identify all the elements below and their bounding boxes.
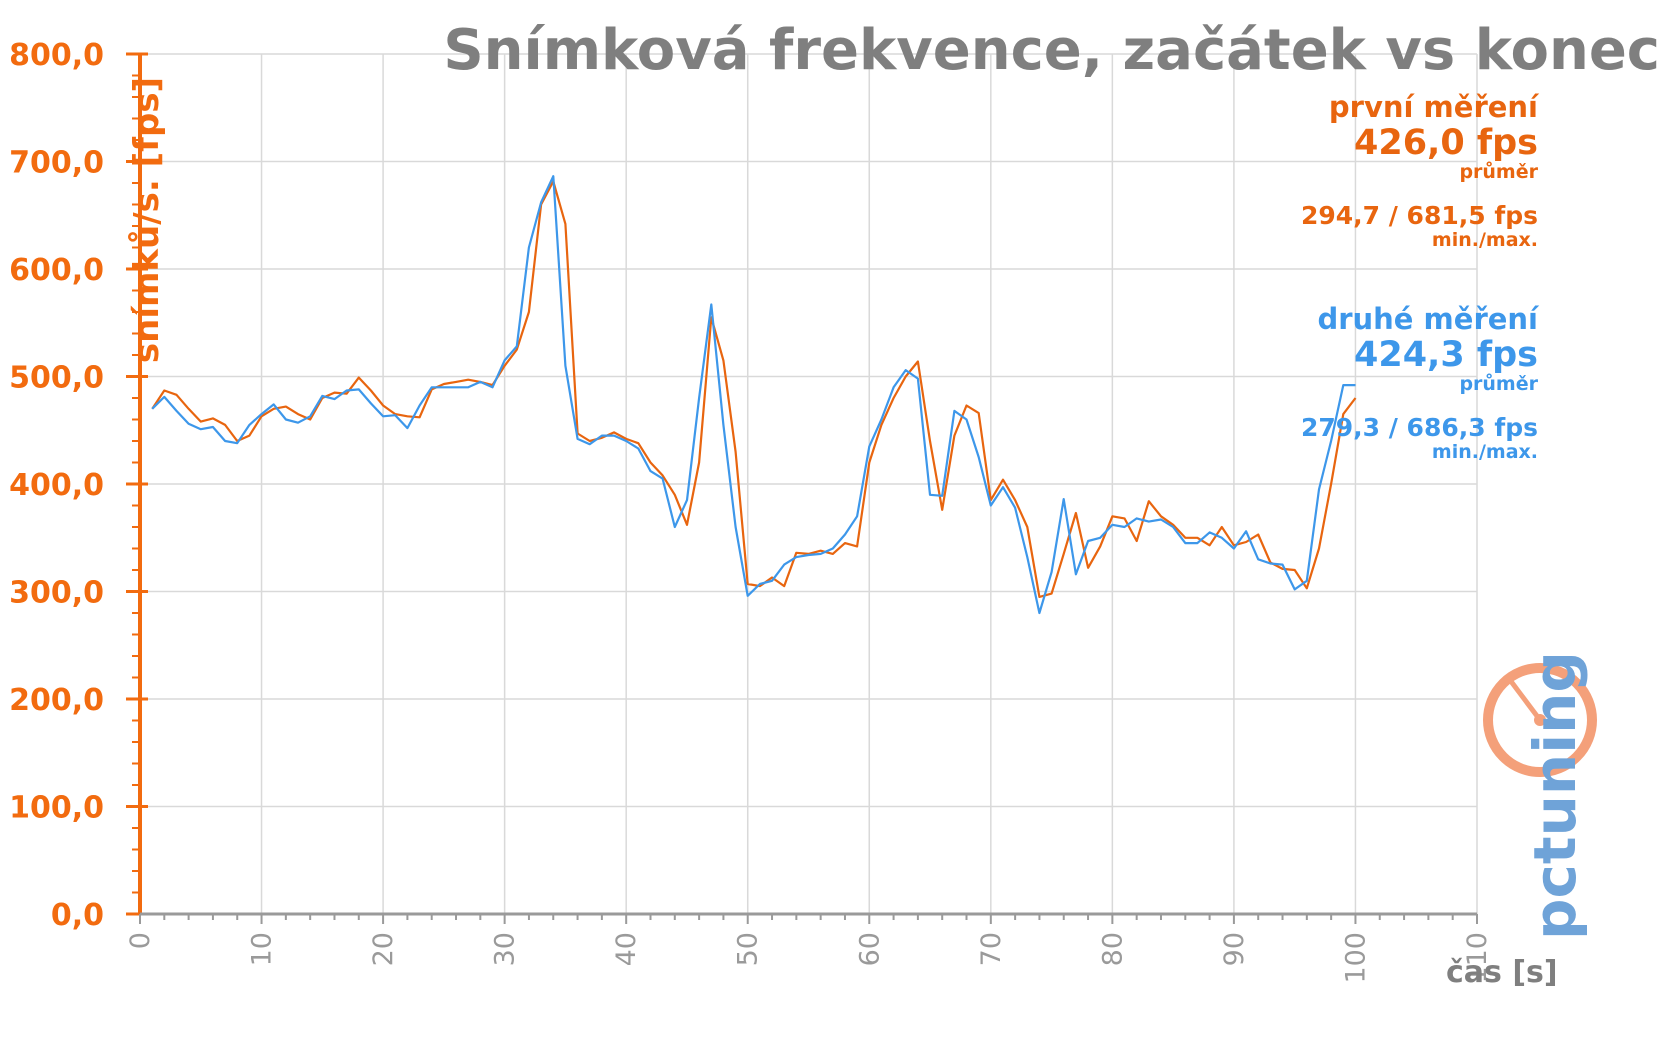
- x-tick-label: 20: [368, 932, 399, 966]
- stats-first: první měření 426,0 fps průměr 294,7 / 68…: [1301, 90, 1538, 250]
- x-tick-label: 40: [611, 932, 642, 966]
- y-tick-label: 0,0: [51, 898, 104, 933]
- stats-first-avg-label: průměr: [1459, 161, 1538, 183]
- stats-first-minmax: 294,7 / 681,5 fps: [1300, 201, 1538, 230]
- y-tick-label: 300,0: [9, 576, 104, 611]
- stats-second-minmax-label: min./max.: [1431, 441, 1538, 463]
- y-tick-label: 400,0: [9, 468, 104, 503]
- x-tick-label: 90: [1219, 932, 1250, 966]
- stats-first-minmax-label: min./max.: [1431, 229, 1538, 251]
- x-tick-label: 60: [854, 932, 885, 966]
- logo-text: pctuning: [1521, 651, 1589, 940]
- logo-hub-icon: [1534, 714, 1546, 726]
- x-tick-label: 0: [125, 932, 156, 949]
- logo-needle-icon: [1508, 678, 1542, 722]
- stats-second-avg: 424,3 fps: [1353, 335, 1538, 375]
- y-tick-label: 800,0: [9, 38, 104, 73]
- grid: [140, 53, 1478, 914]
- stats-second-minmax: 279,3 / 686,3 fps: [1300, 413, 1538, 442]
- y-tick-label: 500,0: [9, 361, 104, 396]
- y-tick-label: 600,0: [9, 253, 104, 288]
- series-line-second: [151, 175, 1356, 615]
- y-tick-label: 700,0: [9, 146, 104, 181]
- y-tick-label: 200,0: [9, 683, 104, 718]
- stats-first-name: první měření: [1328, 90, 1538, 124]
- stats-second-name: druhé měření: [1317, 302, 1538, 336]
- pctuning-logo: pctuning: [1483, 651, 1597, 940]
- chart-title: Snímková frekvence, začátek vs konec: [443, 18, 1660, 83]
- y-axis-label: snímků/s. [fps]: [127, 76, 167, 364]
- x-tick-label: 80: [1097, 932, 1128, 966]
- series-group: [151, 175, 1357, 615]
- stats-second: druhé měření 424,3 fps průměr 279,3 / 68…: [1301, 302, 1538, 462]
- x-axis: 0 10 20 30 40 50 60 70 80 90 100 110: [125, 912, 1493, 984]
- x-tick-label: 100: [1340, 932, 1371, 984]
- stats-second-avg-label: průměr: [1459, 373, 1538, 395]
- x-tick-label: 10: [247, 932, 278, 966]
- y-tick-label: 100,0: [9, 791, 104, 826]
- x-tick-label: 30: [490, 932, 521, 966]
- stats-first-avg: 426,0 fps: [1353, 123, 1538, 163]
- x-tick-label: 110: [1462, 932, 1493, 984]
- logo-gauge-icon: [1483, 663, 1597, 777]
- x-axis-label: čas [s]: [1446, 955, 1558, 990]
- series-line-first: [151, 180, 1357, 599]
- x-tick-label: 70: [976, 932, 1007, 966]
- x-tick-label: 50: [733, 932, 764, 966]
- y-axis: 0,0 100,0 200,0 300,0 400,0 500,0 600,0 700,0 80…: [9, 38, 148, 933]
